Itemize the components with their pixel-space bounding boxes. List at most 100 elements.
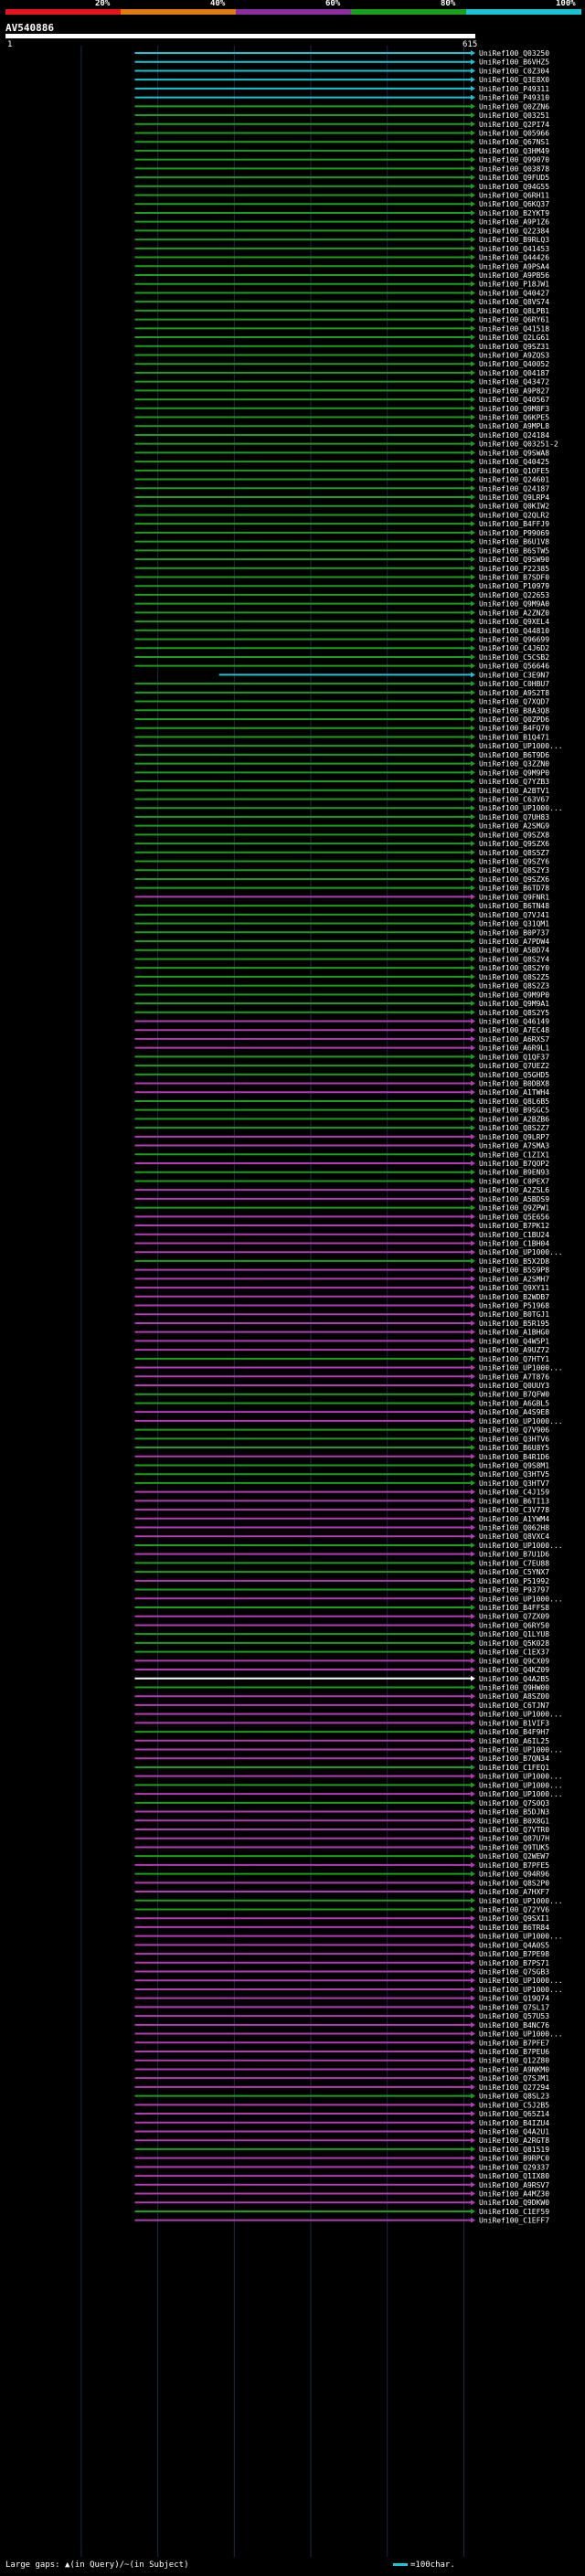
hit-label[interactable]: UniRef100_Q3ZZN0 bbox=[479, 760, 549, 769]
hit-label[interactable]: UniRef100_A7PDW4 bbox=[479, 938, 549, 946]
hit-label[interactable]: UniRef100_Q03251 bbox=[479, 111, 549, 120]
hit-label[interactable]: UniRef100_B7PFE7 bbox=[479, 2039, 549, 2047]
hit-label[interactable]: UniRef100_Q8S2Y5 bbox=[479, 1009, 549, 1017]
hit-label[interactable]: UniRef100_Q5GHD5 bbox=[479, 1071, 549, 1079]
hit-label[interactable]: UniRef100_UP1000... bbox=[479, 1933, 563, 1941]
hit-label[interactable]: UniRef100_A7HXF7 bbox=[479, 1888, 549, 1896]
hit-label[interactable]: UniRef100_Q9TUK5 bbox=[479, 1843, 549, 1851]
hit-label[interactable]: UniRef100_A2BTV1 bbox=[479, 787, 549, 795]
hit-label[interactable]: UniRef100_Q40427 bbox=[479, 289, 549, 297]
hit-label[interactable]: UniRef100_Q0ZPD6 bbox=[479, 716, 549, 724]
hit-label[interactable]: UniRef100_Q31QM1 bbox=[479, 920, 549, 928]
hit-label[interactable]: UniRef100_B1Q471 bbox=[479, 733, 549, 741]
hit-label[interactable]: UniRef100_Q9LRP7 bbox=[479, 1133, 549, 1141]
hit-label[interactable]: UniRef100_UP1000... bbox=[479, 804, 563, 812]
hit-label[interactable]: UniRef100_B0X8G1 bbox=[479, 1817, 549, 1825]
hit-label[interactable]: UniRef100_Q2QLR2 bbox=[479, 511, 549, 519]
hit-label[interactable]: UniRef100_UP1000... bbox=[479, 1897, 563, 1905]
hit-label[interactable]: UniRef100_Q6RH11 bbox=[479, 192, 549, 200]
hit-label[interactable]: UniRef100_A6IL25 bbox=[479, 1737, 549, 1745]
hit-label[interactable]: UniRef100_Q8S2Y4 bbox=[479, 955, 549, 963]
hit-label[interactable]: UniRef100_Q41518 bbox=[479, 324, 549, 333]
hit-label[interactable]: UniRef100_P49310 bbox=[479, 94, 549, 102]
hit-label[interactable]: UniRef100_Q9CX09 bbox=[479, 1657, 549, 1665]
hit-label[interactable]: UniRef100_Q65Z14 bbox=[479, 2110, 549, 2118]
hit-label[interactable]: UniRef100_A1BHG0 bbox=[479, 1329, 549, 1337]
hit-label[interactable]: UniRef100_Q8S2Y3 bbox=[479, 866, 549, 875]
hit-label[interactable]: UniRef100_A9NKM0 bbox=[479, 2065, 549, 2073]
hit-label[interactable]: UniRef100_C1EF59 bbox=[479, 2208, 549, 2216]
hit-label[interactable]: UniRef100_Q24184 bbox=[479, 431, 549, 440]
hit-label[interactable]: UniRef100_Q12Z80 bbox=[479, 2057, 549, 2065]
hit-label[interactable]: UniRef100_C3E9N7 bbox=[479, 671, 549, 679]
hit-label[interactable]: UniRef100_Q40052 bbox=[479, 360, 549, 368]
hit-label[interactable]: UniRef100_Q19Q74 bbox=[479, 1995, 549, 2003]
hit-label[interactable]: UniRef100_Q99070 bbox=[479, 156, 549, 164]
hit-label[interactable]: UniRef100_C6TJN7 bbox=[479, 1701, 549, 1710]
hit-label[interactable]: UniRef100_Q9XY11 bbox=[479, 1284, 549, 1292]
hit-label[interactable]: UniRef100_A9P827 bbox=[479, 387, 549, 395]
hit-label[interactable]: UniRef100_A9P1Z6 bbox=[479, 218, 549, 227]
hit-label[interactable]: UniRef100_UP1000... bbox=[479, 1986, 563, 1994]
hit-label[interactable]: UniRef100_B5DJN3 bbox=[479, 1808, 549, 1817]
hit-label[interactable]: UniRef100_A6GBL5 bbox=[479, 1399, 549, 1407]
hit-label[interactable]: UniRef100_Q8S2Y0 bbox=[479, 964, 549, 972]
hit-label[interactable]: UniRef100_Q9FUD5 bbox=[479, 174, 549, 182]
hit-label[interactable]: UniRef100_P93797 bbox=[479, 1586, 549, 1595]
hit-label[interactable]: UniRef100_C1FEQ1 bbox=[479, 1764, 549, 1772]
hit-label[interactable]: UniRef100_B7QN34 bbox=[479, 1754, 549, 1763]
hit-label[interactable]: UniRef100_UP1000... bbox=[479, 1417, 563, 1426]
hit-label[interactable]: UniRef100_A2BZB6 bbox=[479, 1115, 549, 1123]
hit-label[interactable]: UniRef100_UP1000... bbox=[479, 742, 563, 750]
hit-label[interactable]: UniRef100_UP1000... bbox=[479, 1595, 563, 1603]
hit-label[interactable]: UniRef100_Q87U7H bbox=[479, 1835, 549, 1843]
hit-label[interactable]: UniRef100_Q9M8F3 bbox=[479, 405, 549, 413]
hit-label[interactable]: UniRef100_B7QFW0 bbox=[479, 1391, 549, 1399]
hit-label[interactable]: UniRef100_C0HBU7 bbox=[479, 680, 549, 688]
hit-label[interactable]: UniRef100_A7EC48 bbox=[479, 1026, 549, 1034]
hit-label[interactable]: UniRef100_B9SGC5 bbox=[479, 1107, 549, 1115]
hit-label[interactable]: UniRef100_Q3HTV6 bbox=[479, 1435, 549, 1443]
hit-label[interactable]: UniRef100_Q4KZ09 bbox=[479, 1666, 549, 1674]
hit-label[interactable]: UniRef100_UP1000... bbox=[479, 1781, 563, 1789]
hit-label[interactable]: UniRef100_Q7SL17 bbox=[479, 2003, 549, 2011]
hit-label[interactable]: UniRef100_Q27294 bbox=[479, 2083, 549, 2092]
hit-label[interactable]: UniRef100_Q9M9A1 bbox=[479, 1000, 549, 1008]
hit-label[interactable]: UniRef100_Q8S2Z5 bbox=[479, 973, 549, 981]
hit-label[interactable]: UniRef100_C5CSB2 bbox=[479, 653, 549, 662]
hit-label[interactable]: UniRef100_Q9SZX6 bbox=[479, 875, 549, 884]
hit-label[interactable]: UniRef100_Q3E8X0 bbox=[479, 76, 549, 84]
hit-label[interactable]: UniRef100_B7PFE5 bbox=[479, 1861, 549, 1870]
hit-label[interactable]: UniRef100_Q46149 bbox=[479, 1017, 549, 1025]
hit-label[interactable]: UniRef100_B7SDF0 bbox=[479, 573, 549, 581]
hit-label[interactable]: UniRef100_Q9HW00 bbox=[479, 1683, 549, 1691]
hit-label[interactable]: UniRef100_C5YNX7 bbox=[479, 1568, 549, 1576]
hit-label[interactable]: UniRef100_P22385 bbox=[479, 565, 549, 573]
hit-label[interactable]: UniRef100_Q44426 bbox=[479, 254, 549, 262]
hit-label[interactable]: UniRef100_Q2WEW7 bbox=[479, 1852, 549, 1860]
hit-label[interactable]: UniRef100_Q7YZB3 bbox=[479, 778, 549, 786]
hit-label[interactable]: UniRef100_A2ZSL6 bbox=[479, 1186, 549, 1194]
hit-label[interactable]: UniRef100_A5BD74 bbox=[479, 947, 549, 955]
hit-label[interactable]: UniRef100_A5BDS9 bbox=[479, 1195, 549, 1203]
hit-label[interactable]: UniRef100_B6T9D6 bbox=[479, 751, 549, 759]
hit-label[interactable]: UniRef100_Q8VXC4 bbox=[479, 1532, 549, 1541]
hit-label[interactable]: UniRef100_Q0ZZN6 bbox=[479, 102, 549, 111]
hit-label[interactable]: UniRef100_P10979 bbox=[479, 582, 549, 590]
hit-label[interactable]: UniRef100_Q0UUY3 bbox=[479, 1382, 549, 1390]
hit-label[interactable]: UniRef100_Q1QF37 bbox=[479, 1053, 549, 1061]
hit-label[interactable]: UniRef100_Q9DKW0 bbox=[479, 2199, 549, 2207]
hit-label[interactable]: UniRef100_Q56646 bbox=[479, 663, 549, 671]
hit-label[interactable]: UniRef100_B2WDB7 bbox=[479, 1293, 549, 1301]
hit-label[interactable]: UniRef100_A2RGT8 bbox=[479, 2136, 549, 2145]
hit-label[interactable]: UniRef100_Q7V906 bbox=[479, 1426, 549, 1435]
hit-label[interactable]: UniRef100_C1EFF7 bbox=[479, 2217, 549, 2225]
hit-label[interactable]: UniRef100_Q7S0Q3 bbox=[479, 1799, 549, 1807]
hit-label[interactable]: UniRef100_Q5E656 bbox=[479, 1213, 549, 1221]
hit-label[interactable]: UniRef100_B7PK12 bbox=[479, 1222, 549, 1230]
hit-label[interactable]: UniRef100_Q7VTR0 bbox=[479, 1826, 549, 1834]
hit-label[interactable]: UniRef100_Q9FNR1 bbox=[479, 893, 549, 901]
hit-label[interactable]: UniRef100_Q7SJM1 bbox=[479, 2074, 549, 2083]
hit-label[interactable]: UniRef100_Q7ZX09 bbox=[479, 1613, 549, 1621]
hit-label[interactable]: UniRef100_Q03250 bbox=[479, 49, 549, 58]
